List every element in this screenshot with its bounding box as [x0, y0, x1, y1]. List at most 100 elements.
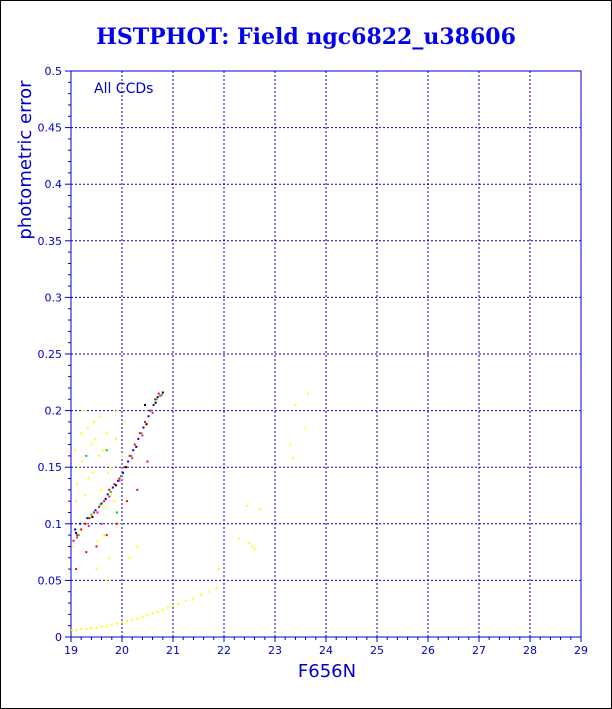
- series-1: [72, 392, 160, 571]
- data-point: [104, 497, 107, 500]
- data-point: [89, 517, 92, 520]
- data-point: [307, 392, 310, 395]
- data-point: [128, 556, 131, 559]
- data-point: [85, 628, 88, 631]
- data-point: [121, 621, 123, 624]
- data-point: [106, 471, 109, 474]
- data-point: [84, 522, 87, 525]
- data-point: [177, 603, 180, 606]
- data-point: [75, 568, 78, 571]
- data-point: [91, 516, 94, 519]
- data-point: [74, 528, 77, 531]
- data-point: [149, 409, 152, 412]
- data-point: [115, 511, 118, 514]
- y-axis-label: photometric error: [15, 80, 36, 240]
- data-point: [125, 466, 128, 469]
- data-point: [96, 539, 99, 542]
- x-tick-label: 27: [472, 644, 486, 657]
- x-axis-label: F656N: [298, 661, 356, 682]
- data-point: [141, 434, 144, 437]
- x-tick-label: 21: [166, 644, 180, 657]
- series-3: [77, 393, 163, 537]
- data-point: [108, 495, 111, 498]
- data-point: [94, 437, 97, 440]
- data-point: [123, 466, 126, 469]
- data-point: [166, 606, 169, 609]
- x-tick-label: 19: [64, 644, 78, 657]
- data-point: [99, 415, 102, 418]
- data-point: [110, 466, 113, 469]
- data-point: [98, 454, 101, 457]
- data-point: [154, 398, 157, 401]
- y-tick-label: 0.4: [45, 178, 63, 191]
- data-point: [114, 484, 117, 487]
- data-point: [77, 534, 80, 537]
- data-point: [85, 454, 88, 457]
- data-point: [74, 449, 77, 452]
- data-point: [115, 622, 118, 625]
- data-point: [160, 393, 163, 396]
- data-point: [87, 525, 90, 528]
- data-point: [132, 449, 135, 452]
- y-tick-label: 0.25: [38, 348, 63, 361]
- series-2: [74, 396, 159, 531]
- data-point: [172, 604, 174, 607]
- data-point: [88, 517, 91, 520]
- chart-title: HSTPHOT: Field ngc6822_u38606: [96, 24, 516, 50]
- data-point: [136, 545, 139, 548]
- data-point: [151, 612, 154, 615]
- axis-ticks: 19 20 21 22 23 24 25 26 27 28 29 0 0.05 0.1 0.15 0.2 0.2…: [38, 65, 589, 657]
- data-point: [95, 626, 98, 629]
- data-point: [138, 432, 141, 435]
- data-point: [217, 568, 220, 571]
- data-point: [108, 556, 111, 559]
- data-point: [251, 545, 254, 548]
- data-point: [86, 426, 89, 429]
- data-point: [114, 437, 117, 440]
- data-point: [156, 396, 159, 399]
- data-point: [87, 477, 90, 480]
- data-point: [80, 432, 83, 435]
- data-point: [109, 494, 112, 497]
- data-point: [115, 522, 118, 525]
- data-point: [75, 500, 78, 503]
- data-point: [238, 537, 241, 540]
- data-point: [118, 479, 121, 482]
- data-point: [291, 457, 294, 460]
- data-point: [79, 522, 82, 525]
- series-0: [71, 392, 310, 632]
- data-point: [143, 403, 146, 406]
- data-point: [95, 545, 98, 548]
- data-point: [253, 547, 256, 550]
- y-tick-label: 0.45: [38, 122, 63, 135]
- data-point: [126, 620, 129, 623]
- data-point: [103, 500, 106, 503]
- data-point: [116, 479, 119, 482]
- data-point: [105, 432, 108, 435]
- data-point: [115, 409, 118, 412]
- data-point: [161, 608, 164, 611]
- data-point: [146, 460, 149, 463]
- data-point: [96, 511, 99, 514]
- x-tick-label: 23: [268, 644, 282, 657]
- data-point: [72, 539, 75, 542]
- data-point: [111, 486, 114, 489]
- data-point: [304, 426, 307, 429]
- data-point: [140, 432, 143, 435]
- data-point: [152, 403, 155, 406]
- y-tick-label: 0.5: [45, 65, 63, 78]
- data-point: [104, 505, 107, 508]
- data-point: [147, 415, 150, 418]
- data-point: [77, 466, 80, 469]
- data-point: [75, 629, 78, 632]
- data-point: [136, 488, 139, 491]
- y-tick-label: 0.35: [38, 235, 63, 248]
- series-4: [76, 394, 162, 539]
- data-point: [137, 437, 140, 440]
- data-point: [91, 471, 94, 474]
- data-point: [146, 614, 149, 617]
- data-point: [159, 394, 162, 397]
- data-point: [155, 398, 158, 401]
- data-point: [95, 511, 98, 514]
